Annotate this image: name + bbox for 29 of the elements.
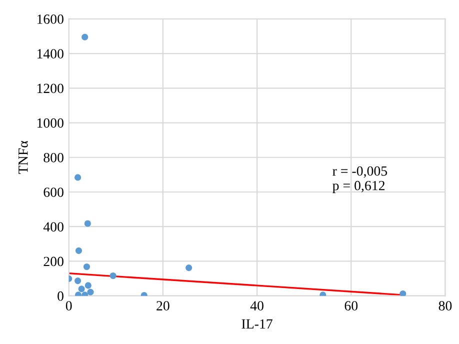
y-tick-label: 1600 (37, 14, 64, 24)
x-tick-label: 20 (156, 301, 170, 310)
y-tick-label: 400 (43, 222, 64, 232)
x-tick-label: 0 (66, 301, 72, 310)
point (74, 174, 82, 181)
point (83, 263, 90, 270)
point (87, 288, 94, 296)
point (74, 277, 82, 284)
y-tick-label: 1000 (37, 118, 64, 128)
annotation: r = -0,005 p = 0,612 (332, 166, 388, 194)
y-axis-title: TNFα (18, 140, 28, 174)
x-tick-label: 80 (438, 301, 452, 310)
point (84, 282, 92, 289)
point (75, 247, 82, 254)
point (110, 272, 116, 280)
y-tick-label: 1200 (37, 84, 64, 94)
y-tick-label: 600 (44, 188, 64, 197)
point (84, 220, 91, 227)
point (186, 264, 192, 272)
point (78, 286, 85, 292)
x-axis-title: IL-17 (242, 319, 272, 328)
y-tick-label: 200 (44, 256, 64, 266)
x-tick-label: 60 (344, 301, 358, 310)
point (82, 34, 88, 40)
y-tick-label: 800 (44, 152, 64, 162)
y-tick-label: 1400 (37, 49, 64, 58)
x-tick-label: 40 (250, 301, 264, 310)
point (400, 290, 406, 296)
y-tick-label: 0 (58, 291, 64, 301)
